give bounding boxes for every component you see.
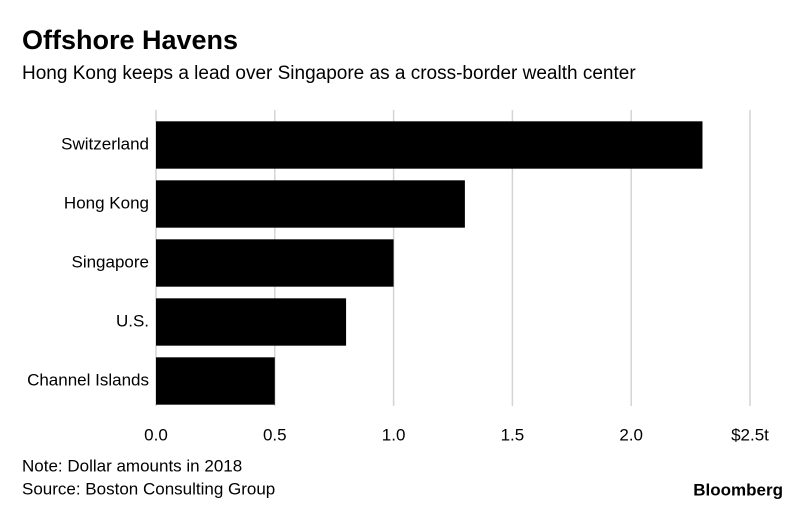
bar [156, 239, 394, 287]
y-tick-label: Singapore [71, 252, 149, 271]
x-tick-label: 2.0 [619, 425, 643, 444]
x-tick-label: 0.0 [144, 425, 168, 444]
chart-subtitle: Hong Kong keeps a lead over Singapore as… [22, 63, 636, 84]
source: Source: Boston Consulting Group [22, 479, 275, 498]
x-tick-label: $2.5t [731, 425, 769, 444]
note: Note: Dollar amounts in 2018 [22, 456, 242, 475]
logo: Bloomberg [693, 480, 783, 499]
bar [156, 180, 465, 228]
y-tick-label: Channel Islands [27, 370, 149, 389]
y-tick-label: U.S. [116, 311, 149, 330]
bar [156, 357, 275, 405]
x-tick-label: 1.5 [501, 425, 525, 444]
chart-title: Offshore Havens [22, 25, 238, 55]
x-tick-label: 1.0 [382, 425, 406, 444]
x-tick-label: 0.5 [263, 425, 287, 444]
bar [156, 298, 347, 346]
y-tick-label: Hong Kong [64, 193, 149, 212]
bar [156, 121, 703, 169]
y-tick-label: Switzerland [61, 134, 149, 153]
